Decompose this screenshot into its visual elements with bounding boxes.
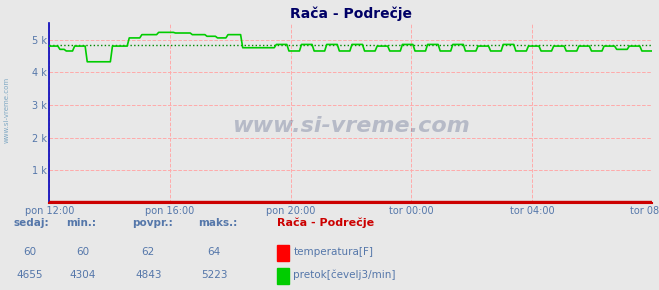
Text: pretok[čevelj3/min]: pretok[čevelj3/min] (293, 270, 396, 280)
Text: 4655: 4655 (16, 270, 43, 280)
Text: povpr.:: povpr.: (132, 218, 173, 228)
Text: 62: 62 (142, 247, 155, 257)
Text: maks.:: maks.: (198, 218, 237, 228)
Text: 60: 60 (76, 247, 89, 257)
Text: sedaj:: sedaj: (13, 218, 49, 228)
Text: Rača - Podrečje: Rača - Podrečje (277, 218, 374, 228)
Text: 60: 60 (23, 247, 36, 257)
Text: www.si-vreme.com: www.si-vreme.com (3, 77, 9, 143)
Text: temperatura[F]: temperatura[F] (293, 247, 373, 257)
Text: min.:: min.: (66, 218, 96, 228)
Text: 5223: 5223 (201, 270, 227, 280)
Text: 4304: 4304 (69, 270, 96, 280)
Text: 4843: 4843 (135, 270, 161, 280)
Text: www.si-vreme.com: www.si-vreme.com (232, 116, 470, 136)
Text: 64: 64 (208, 247, 221, 257)
Title: Rača - Podrečje: Rača - Podrečje (290, 6, 412, 21)
